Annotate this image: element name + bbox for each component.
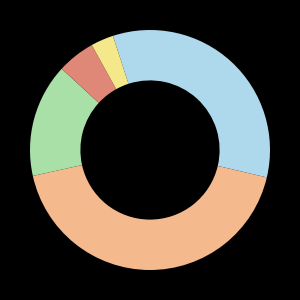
Wedge shape	[30, 69, 99, 176]
Wedge shape	[33, 165, 267, 270]
Wedge shape	[113, 30, 270, 178]
Wedge shape	[92, 36, 128, 89]
Wedge shape	[62, 45, 116, 103]
